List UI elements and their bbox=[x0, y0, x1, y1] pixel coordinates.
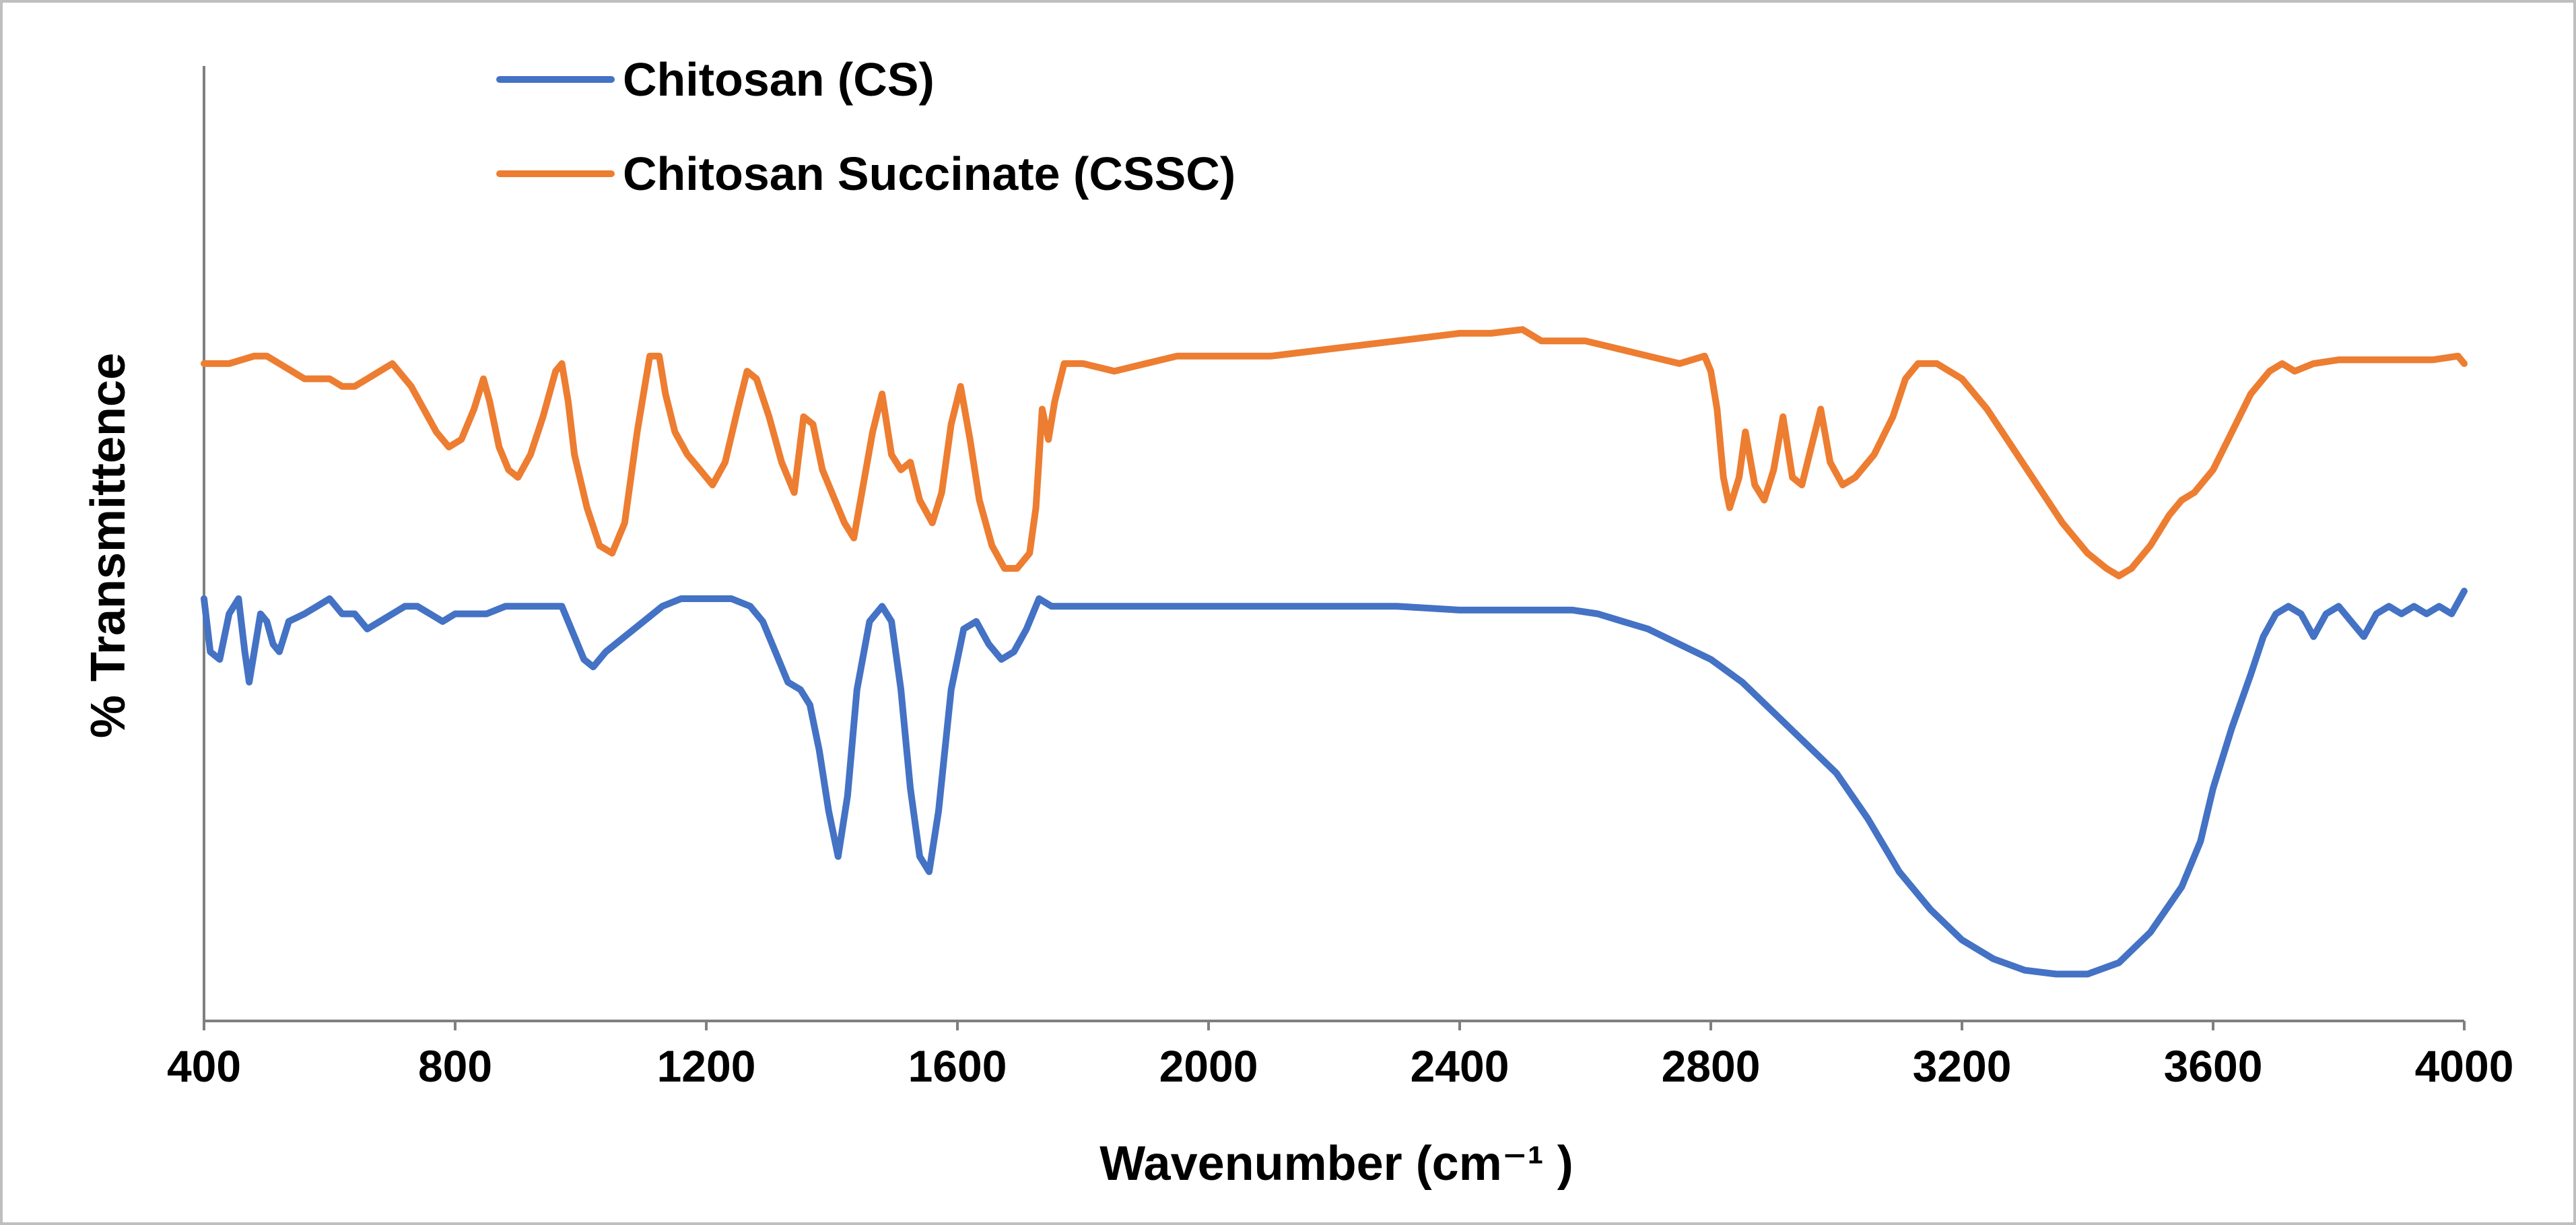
x-tick-label: 2000 bbox=[1159, 1041, 1258, 1091]
x-tick-label: 1200 bbox=[657, 1041, 756, 1091]
legend-label: Chitosan Succinate (CSSC) bbox=[623, 147, 1235, 200]
x-tick-label: 3200 bbox=[1913, 1041, 2012, 1091]
x-tick-label: 2800 bbox=[1662, 1041, 1761, 1091]
x-axis-title: Wavenumber (cm⁻¹ ) bbox=[1099, 1137, 1573, 1191]
x-tick-label: 1600 bbox=[908, 1041, 1007, 1091]
x-tick-label: 4000 bbox=[2415, 1041, 2514, 1091]
x-tick-label: 3600 bbox=[2164, 1041, 2263, 1091]
x-tick-label: 2400 bbox=[1411, 1041, 1510, 1091]
series-line-chitosan-succinate-cssc bbox=[201, 326, 2468, 580]
x-tick-label: 800 bbox=[418, 1041, 492, 1091]
series-line-chitosan-cs bbox=[201, 587, 2468, 978]
y-axis-title: % Transmittence bbox=[81, 353, 135, 738]
x-tick-label: 400 bbox=[167, 1041, 241, 1091]
legend-label: Chitosan (CS) bbox=[623, 53, 935, 106]
